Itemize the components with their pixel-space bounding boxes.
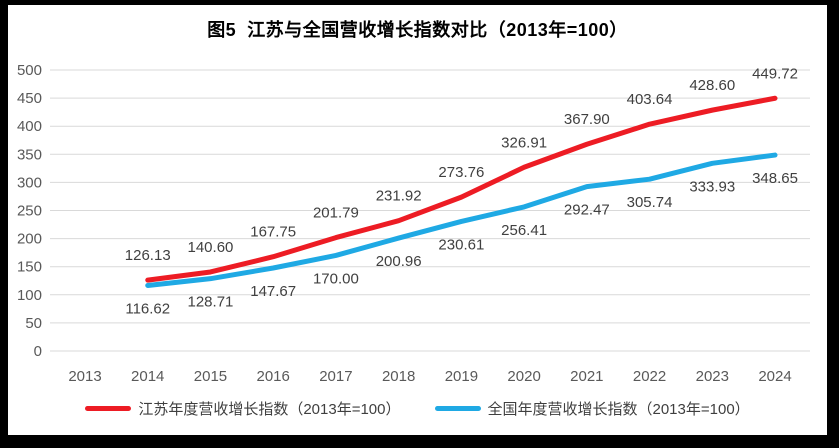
data-label: 333.93 [689,178,735,195]
y-tick-label: 500 [17,62,42,79]
chart-panel: 图5 江苏与全国营收增长指数对比（2013年=100） 0 50 100 150 200… [8,5,827,435]
data-label: 200.96 [376,253,422,270]
x-tick-label: 2014 [131,368,164,385]
data-label: 449.72 [752,65,798,82]
data-label: 273.76 [438,164,484,181]
x-tick-label: 2021 [570,368,603,385]
y-tick-label: 100 [17,287,42,304]
y-tick-label: 50 [25,315,42,332]
x-tick-label: 2017 [319,368,352,385]
legend-line-swatch-jiangsu [85,406,132,411]
series-line-1 [145,152,778,288]
x-tick-label: 2023 [696,368,729,385]
y-tick-label: 300 [17,174,42,191]
data-label: 256.41 [501,222,547,239]
x-tick-label: 2013 [68,368,101,385]
y-tick-label: 450 [17,90,42,107]
x-tick-label: 2022 [633,368,666,385]
data-label: 147.67 [250,283,296,300]
data-label: 367.90 [564,111,610,128]
data-label: 428.60 [689,77,735,94]
legend-label-jiangsu: 江苏年度营收增长指数（2013年=100） [138,401,401,418]
x-tick-label: 2018 [382,368,415,385]
series-line-0 [145,95,778,283]
legend-item-national: 全国年度营收增长指数（2013年=100） [434,398,750,419]
legend-item-jiangsu: 江苏年度营收增长指数（2013年=100） [85,398,401,419]
data-label: 292.47 [564,202,610,219]
y-tick-label: 0 [34,343,42,360]
data-label: 231.92 [376,188,422,205]
data-label: 116.62 [125,300,170,317]
data-label: 403.64 [627,91,673,108]
data-label: 230.61 [438,236,484,253]
x-tick-label: 2016 [257,368,290,385]
data-label: 348.65 [752,170,798,187]
data-label: 167.75 [250,224,296,241]
legend-label-national: 全国年度营收增长指数（2013年=100） [487,401,750,418]
chart-title: 图5 江苏与全国营收增长指数对比（2013年=100） [207,20,628,40]
x-tick-label: 2020 [507,368,540,385]
data-label: 128.71 [188,294,234,311]
y-tick-label: 250 [17,203,42,220]
line-chart: 0 50 100 150 200 250 300 350 400 450 500 2013 2014 20… [17,62,810,385]
legend-line-swatch-national [434,406,481,411]
x-tick-label: 2015 [194,368,227,385]
y-tick-label: 150 [17,259,42,276]
y-tick-label: 350 [17,146,42,163]
y-tick-label: 400 [17,118,42,135]
data-label: 140.60 [188,239,234,256]
data-label: 170.00 [313,270,359,287]
data-label: 305.74 [627,194,673,211]
y-tick-label: 200 [17,231,42,248]
data-label: 201.79 [313,205,359,222]
data-label: 326.91 [501,134,547,151]
x-tick-label: 2024 [758,368,791,385]
data-label: 126.13 [125,247,171,264]
chart-legend: 江苏年度营收增长指数（2013年=100） 全国年度营收增长指数（2013年=1… [8,398,827,419]
x-tick-label: 2019 [445,368,478,385]
